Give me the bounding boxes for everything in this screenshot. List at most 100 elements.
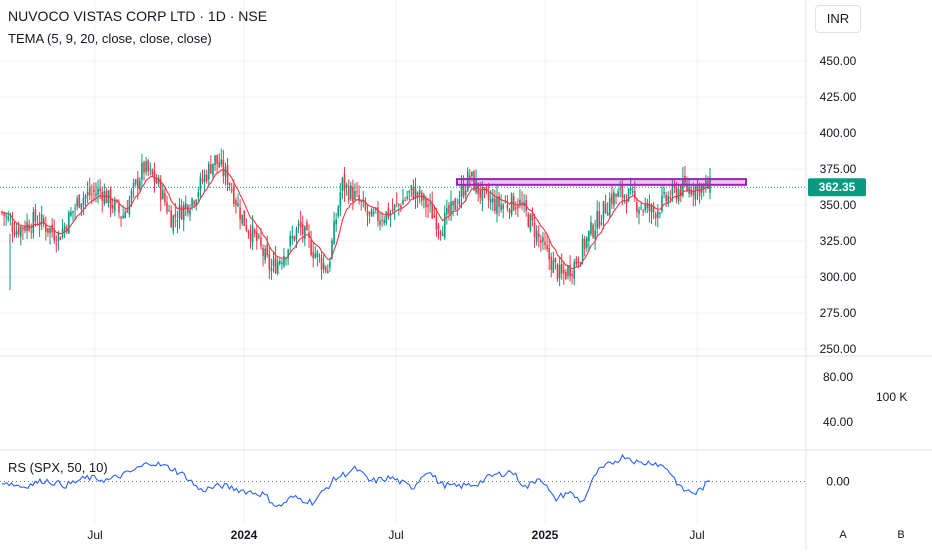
candle-body — [456, 207, 459, 209]
candle-body — [435, 216, 438, 230]
candle-body — [316, 251, 319, 257]
candle-body — [28, 224, 30, 231]
candle-body — [531, 212, 534, 221]
candle-body — [180, 206, 183, 220]
candle-body — [339, 192, 342, 208]
candle-body — [40, 214, 43, 223]
candle-body — [393, 204, 396, 210]
candle-body — [126, 209, 129, 213]
volume-tick-label: 40.00 — [823, 415, 853, 429]
candle-body — [579, 262, 582, 267]
candle-body — [111, 205, 114, 209]
candle-body — [494, 198, 496, 211]
candle-body — [636, 202, 638, 212]
indicator-legend-rs[interactable]: RS (SPX, 50, 10) — [8, 460, 108, 475]
indicator-legend-tema[interactable]: TEMA (5, 9, 20, close, close, close) — [8, 31, 212, 46]
currency-selector[interactable]: INR — [815, 5, 861, 33]
candle-body — [608, 198, 611, 216]
candle-body — [145, 161, 147, 172]
candle-body — [176, 220, 179, 222]
candle-body — [34, 209, 37, 222]
candle-body — [153, 171, 156, 183]
candle-body — [15, 230, 18, 235]
price-tick-label: 275.00 — [820, 306, 857, 320]
candle-body — [663, 191, 665, 195]
candle-body — [168, 210, 170, 212]
candle-body — [577, 261, 580, 264]
candle-body — [638, 209, 640, 214]
candle-body — [297, 223, 300, 226]
candle-body — [558, 264, 561, 278]
last-price-tag — [808, 178, 866, 197]
candle-body — [218, 162, 221, 168]
candle-body — [47, 228, 49, 233]
candle-body — [84, 195, 87, 199]
candle-body — [372, 212, 375, 214]
candle-body — [496, 196, 498, 214]
candle-body — [368, 211, 371, 214]
candle-body — [278, 261, 281, 264]
candle-body — [97, 188, 99, 195]
candle-body — [22, 227, 24, 230]
candle-body — [625, 199, 628, 205]
candle-body — [124, 211, 127, 219]
candle-body — [592, 224, 594, 237]
candle-body — [130, 190, 133, 200]
candle-body — [661, 195, 663, 212]
candle-body — [134, 179, 137, 184]
candle-body — [504, 202, 507, 204]
candle-body — [237, 203, 239, 207]
candle-body — [446, 207, 448, 215]
candle-body — [5, 215, 7, 217]
candle-body — [404, 199, 406, 201]
candle-body — [245, 225, 248, 231]
candle-body — [698, 183, 701, 197]
price-candles — [0, 148, 806, 290]
candle-body — [400, 205, 402, 209]
candle-body — [606, 212, 609, 216]
settings-b-button[interactable]: B — [897, 529, 905, 541]
candle-body — [383, 219, 385, 223]
candle-body — [184, 203, 187, 208]
candle-body — [479, 191, 482, 198]
candle-body — [285, 258, 287, 260]
candle-body — [613, 192, 615, 206]
candle-body — [611, 194, 613, 204]
candle-body — [527, 214, 530, 228]
candle-body — [143, 162, 145, 173]
candle-body — [452, 201, 454, 206]
candle-body — [631, 190, 634, 193]
price-tick-label: 400.00 — [820, 126, 857, 140]
candle-body — [191, 198, 193, 207]
candle-body — [70, 211, 72, 216]
candle-body — [567, 266, 569, 276]
candle-body — [441, 233, 444, 237]
candle-body — [550, 256, 553, 271]
candle-body — [425, 198, 427, 208]
candle-body — [333, 221, 335, 244]
candle-body — [132, 182, 135, 187]
candle-body — [581, 238, 584, 263]
candle-body — [95, 193, 97, 196]
candle-body — [366, 210, 369, 216]
candle-body — [604, 203, 607, 214]
candle-body — [13, 231, 16, 236]
auto-scale-button[interactable]: A — [839, 529, 847, 541]
candle-body — [11, 222, 14, 232]
candle-body — [379, 220, 381, 225]
candle-body — [249, 232, 252, 241]
candle-body — [418, 190, 421, 195]
volume-tick-label: 80.00 — [823, 370, 853, 384]
price-tick-label: 450.00 — [820, 54, 857, 68]
candle-body — [696, 185, 699, 191]
candle-body — [448, 204, 450, 214]
candle-body — [692, 190, 695, 196]
candle-body — [17, 226, 20, 235]
candle-body — [24, 225, 26, 231]
candle-body — [301, 224, 304, 235]
candle-body — [362, 200, 365, 203]
candle-body — [585, 237, 588, 248]
candle-body — [544, 241, 546, 246]
